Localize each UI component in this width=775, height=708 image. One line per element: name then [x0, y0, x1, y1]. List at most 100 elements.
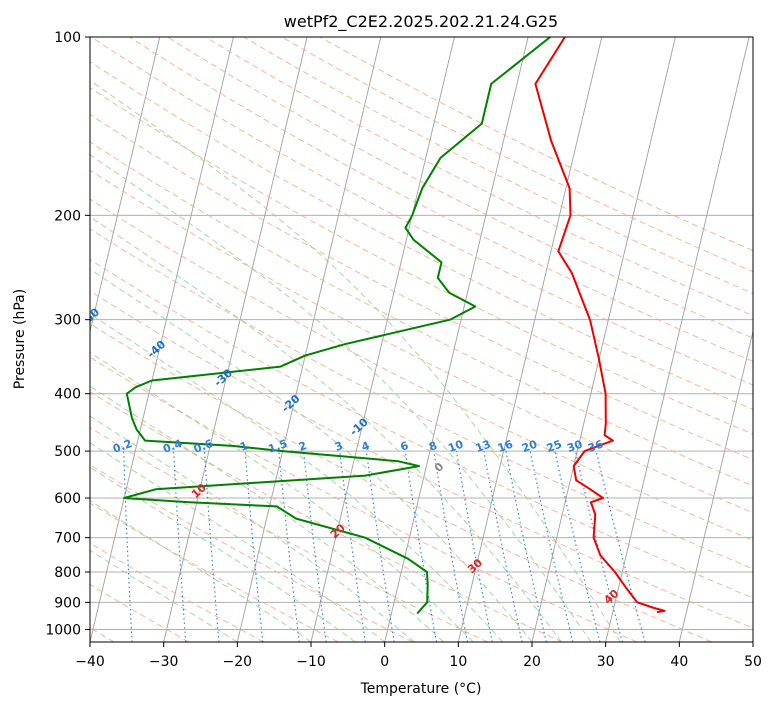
x-tick-label: −40	[75, 654, 105, 670]
y-tick-label: 700	[54, 531, 81, 547]
mixing-ratio-line	[529, 450, 574, 642]
x-tick-label: −20	[223, 654, 253, 670]
mixing-ratio-line	[303, 451, 327, 642]
mixing-ratio-line	[595, 450, 646, 642]
mixing-ratio-label: 0.2	[111, 437, 134, 456]
y-tick-label: 1000	[45, 622, 81, 638]
mixing-ratio-label: 2	[297, 439, 309, 454]
dry-adiabat-line	[90, 169, 753, 514]
moist-adiabat-line	[90, 466, 356, 642]
x-tick-label: 50	[744, 654, 762, 670]
mixing-ratio-label: 0.6	[192, 437, 215, 456]
mixing-ratio-label: 10	[446, 438, 465, 456]
y-tick-label: 800	[54, 565, 81, 581]
mixing-ratio-line	[433, 451, 469, 642]
mixing-ratio-label: 6	[399, 439, 411, 454]
isotherm-line	[90, 37, 234, 642]
moist-adiabat-line	[90, 385, 444, 642]
x-tick-label: −10	[296, 654, 326, 670]
mixing-ratio-label: 1.5	[266, 437, 289, 456]
mixing-ratio-line	[278, 451, 300, 642]
profile-series	[123, 37, 666, 615]
y-axis-label: Pressure (hPa)	[12, 289, 28, 389]
dry-adiabat-line	[91, 37, 753, 386]
dry-adiabat-line	[90, 323, 712, 642]
mixing-ratio-line	[554, 450, 601, 642]
moist-adiabat-line	[90, 268, 533, 642]
mixing-ratio-line	[173, 451, 187, 642]
y-tick-label: 300	[54, 313, 81, 329]
dry-adiabat-line	[90, 290, 753, 629]
dry-adiabat-line	[90, 427, 488, 642]
mixing-ratio-line	[339, 451, 366, 642]
mixing-ratio-label: 20	[520, 438, 539, 456]
y-tick-label: 900	[54, 595, 81, 611]
dry-adiabat-line	[90, 391, 563, 642]
moist-adiabat-line	[90, 415, 415, 642]
dry-adiabat-line	[90, 87, 753, 435]
dry-adiabat-line	[129, 37, 753, 362]
isotherm-line	[90, 37, 161, 334]
mixing-ratio-label: 16	[496, 438, 515, 456]
mixing-ratio-label: 0.4	[161, 437, 184, 456]
dry-adiabat-line	[90, 113, 753, 461]
mixing-ratio-lines	[123, 450, 646, 642]
moist-adiabat-line	[90, 154, 592, 642]
mixing-ratio-line	[244, 451, 264, 642]
mixing-ratio-line	[203, 451, 220, 642]
moist-adiabat-line	[90, 79, 621, 642]
isotherm-line	[163, 37, 308, 642]
x-tick-label: 40	[670, 654, 688, 670]
x-axis-label: Temperature (°C)	[360, 681, 482, 697]
mixing-ratio-line	[455, 451, 493, 642]
plot-area: 0.10.20.40.611.52346810131620253036-100-…	[90, 37, 753, 642]
isobar-grid	[90, 37, 753, 630]
y-tick-label: 100	[54, 30, 81, 46]
isotherm-line	[531, 37, 676, 642]
x-tick-label: −30	[149, 654, 179, 670]
y-tick-label: 500	[54, 444, 81, 460]
mixing-ratio-label: 4	[360, 439, 372, 454]
y-tick-label: 200	[54, 208, 81, 224]
mixing-ratio-line	[483, 450, 523, 642]
moist-adiabat-line	[90, 313, 503, 642]
dry-adiabats	[90, 37, 753, 642]
isotherm-line	[384, 37, 529, 642]
dewpoint-profile-line	[123, 37, 551, 615]
y-tick-label: 400	[54, 387, 81, 403]
temperature-profile-line	[534, 37, 666, 614]
mixing-ratio-line	[365, 451, 395, 642]
isotherm-line	[605, 37, 750, 642]
dry-adiabat-line	[90, 258, 753, 599]
x-tick-label: 0	[380, 654, 389, 670]
isotherm-line	[678, 329, 753, 642]
mixing-ratio-line	[574, 450, 623, 642]
mixing-ratio-label: 25	[545, 438, 564, 455]
mixing-ratio-label: 8	[427, 439, 439, 454]
dry-adiabat-line	[90, 141, 753, 487]
moist-adiabat-line	[90, 216, 562, 642]
moist-adiabat-line	[90, 500, 312, 642]
mixing-ratio-label: 3	[333, 439, 345, 454]
isotherm-line	[457, 37, 603, 642]
mixing-ratio-line	[505, 450, 547, 642]
x-tick-label: 10	[449, 654, 467, 670]
chart-title: wetPf2_C2E2.2025.202.21.24.G25	[284, 12, 558, 32]
dry-adiabat-line	[90, 61, 753, 410]
isotherm-grid	[90, 37, 753, 642]
y-axis: 100 200 300 400 500 600 700 800 900 1000	[45, 30, 90, 638]
y-tick-label: 600	[54, 491, 81, 507]
x-tick-label: 20	[523, 654, 541, 670]
plot-frame	[89, 36, 754, 643]
mixing-ratio-line	[123, 451, 133, 642]
isotherm-line	[236, 37, 382, 642]
dry-adiabat-line	[90, 502, 339, 642]
mixing-ratio-line	[404, 451, 437, 642]
mixing-ratio-label: 1	[238, 439, 250, 454]
x-tick-label: 30	[597, 654, 615, 670]
mixing-ratio-label: 13	[474, 438, 493, 455]
mixing-ratio-label: 36	[586, 438, 605, 456]
mixing-ratio-label: 30	[565, 438, 584, 456]
